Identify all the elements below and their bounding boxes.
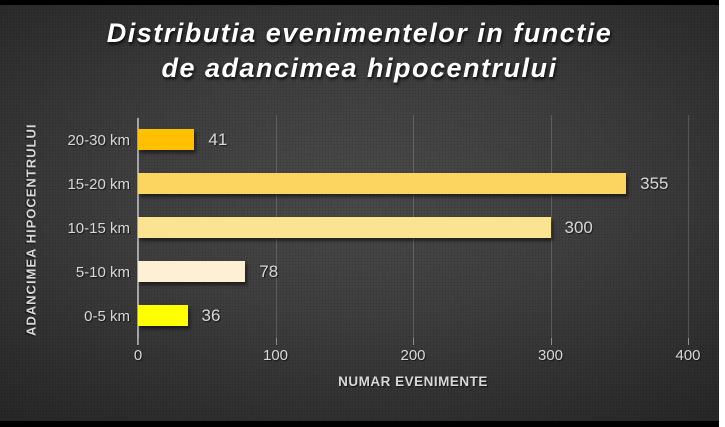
tick-mark (275, 338, 277, 345)
x-tick-labels: 0 100 200 300 400 (134, 347, 701, 365)
x-tick-label: 200 (400, 347, 426, 364)
tick-mark (138, 338, 139, 345)
bar-value-label: 355 (640, 174, 669, 193)
bar-value-label: 41 (208, 130, 228, 149)
x-tick-label: 0 (133, 347, 143, 364)
gridline (688, 115, 689, 338)
x-axis-title: NUMAR EVENIMENTE (338, 374, 488, 389)
bar-20-30-km (138, 129, 195, 150)
bar-value-label: 36 (201, 306, 221, 325)
category-labels: 20-30 km 15-20 km 10-15 km 5-10 km 0-5 km (40, 118, 130, 338)
bar-0-5-km (138, 305, 188, 326)
slide-background (0, 5, 719, 421)
bar-row: 36 (138, 294, 688, 338)
plot-area: 41 355 300 78 36 (138, 115, 689, 338)
bar-row: 41 (138, 118, 688, 162)
bar-value-label: 78 (259, 262, 279, 281)
tick-mark (550, 338, 552, 345)
tick-mark (688, 338, 689, 345)
bar-10-15-km (138, 217, 551, 238)
bar-row: 355 (138, 162, 688, 206)
bar-value-label: 300 (564, 218, 593, 237)
bar-row: 300 (138, 206, 688, 250)
category-label: 10-15 km (67, 219, 130, 237)
tick-mark (413, 338, 414, 345)
bar-15-20-km (138, 173, 627, 194)
chart-title: Distributia evenimentelor in functie de … (0, 16, 719, 86)
category-label: 15-20 km (67, 175, 130, 193)
bar-5-10-km (138, 261, 246, 282)
category-label: 5-10 km (75, 263, 130, 281)
x-tick-label: 300 (537, 347, 564, 364)
bar-row: 78 (138, 250, 688, 294)
x-axis-ticks (138, 338, 689, 346)
chart-title-line2: de adancimea hipocentrului (161, 53, 558, 83)
bars: 41 355 300 78 36 (138, 118, 688, 338)
x-tick-label: 400 (675, 347, 701, 364)
category-label: 0-5 km (84, 307, 130, 325)
x-tick-label: 100 (262, 347, 289, 364)
category-label: 20-30 km (67, 131, 130, 149)
gridline (550, 115, 552, 338)
chart-title-line1: Distributia evenimentelor in functie (106, 18, 613, 48)
